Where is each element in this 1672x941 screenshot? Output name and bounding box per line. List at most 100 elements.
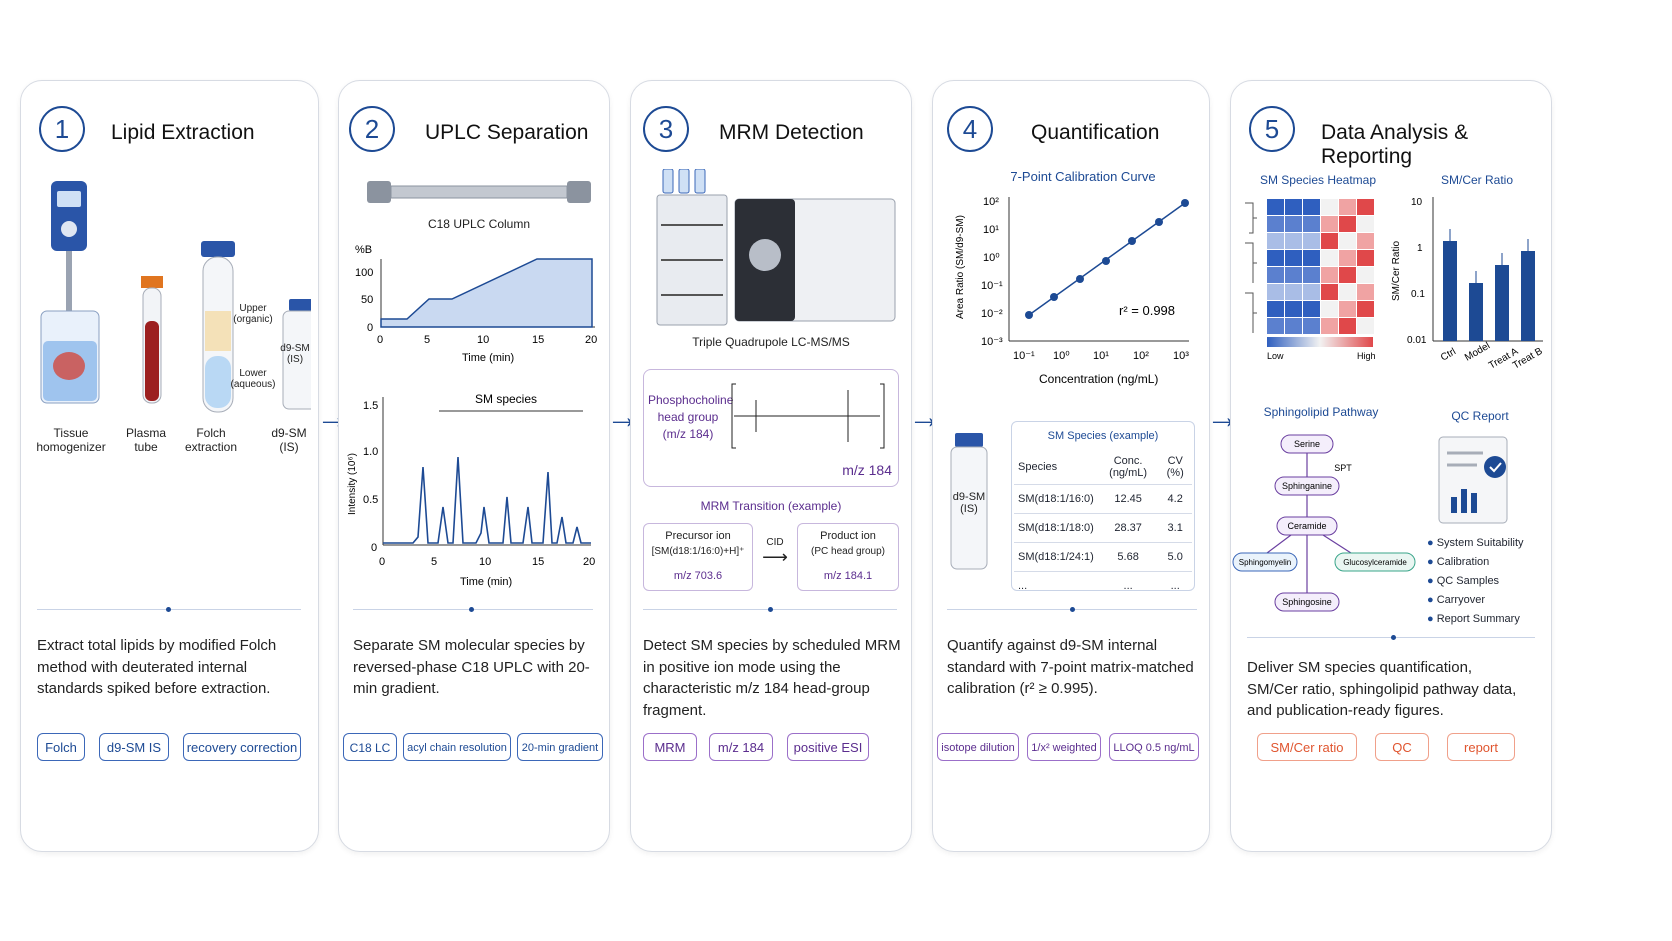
table-row: SM(d18:1/18:0) 28.37 3.1 — [1014, 513, 1192, 543]
step-number: 4 — [947, 106, 993, 152]
qc-item: ● Report Summary — [1427, 613, 1547, 632]
step5-panel: 5 Data Analysis & Reporting SM Species H… — [1230, 80, 1552, 852]
heatmap-cell — [1339, 284, 1356, 300]
tag-mrm: MRM — [643, 733, 697, 761]
product-box: Product ion (PC head group) m/z 184.1 — [797, 523, 899, 591]
heatmap-cell — [1267, 267, 1284, 283]
qc-item-label: Calibration — [1436, 556, 1490, 568]
step-number: 2 — [349, 106, 395, 152]
ratio-ylabel: SM/Cer Ratio — [1391, 241, 1402, 301]
heatmap-cell — [1267, 250, 1284, 266]
heatmap-cell — [1357, 318, 1374, 334]
divider-dot — [166, 607, 171, 612]
tag-recovery: recovery correction — [183, 733, 301, 761]
calibration-point — [1155, 218, 1163, 226]
chrom-xlabel: Time (min) — [460, 576, 512, 588]
qc-item: ● System Suitability — [1427, 537, 1547, 556]
extraction-illustration — [40, 181, 311, 413]
ratio-group-label: Model — [1463, 340, 1492, 363]
heatmap-cell — [1267, 216, 1284, 232]
is-label: d9-SM (IS) — [271, 426, 307, 454]
gradient-xtick: 10 — [477, 334, 489, 346]
chrom-xtick: 5 — [431, 556, 437, 568]
curve-ytick: 10⁻¹ — [981, 280, 1003, 292]
table-cell: SM(d18:1/24:1) — [1014, 542, 1098, 572]
table-row: SM(d18:1/16:0) 12.45 4.2 — [1014, 484, 1192, 514]
calibration-point — [1025, 311, 1033, 319]
table-cell: 4.2 — [1158, 484, 1192, 514]
head-group-label: Phosphocholine head group (m/z 184) — [648, 393, 734, 441]
pathway-label-ceramide: Ceramide — [1287, 521, 1326, 531]
calibration-curve-chart: Area Ratio (SM/d9-SM) 10² 10¹ 10⁰ 10⁻¹ 1… — [955, 196, 1189, 386]
curve-title: 7-Point Calibration Curve — [1010, 169, 1156, 184]
pathway-node-sphingomyelin — [1232, 552, 1298, 572]
product-mz: m/z 184.1 — [823, 570, 873, 582]
qc-item: ● Calibration — [1427, 556, 1547, 575]
heatmap-cell — [1285, 199, 1302, 215]
product-formula: (PC head group) — [811, 546, 885, 557]
heatmap-cell — [1339, 199, 1356, 215]
heatmap-cell — [1321, 216, 1338, 232]
table-cell: ... — [1123, 580, 1133, 592]
heatmap-cell — [1339, 301, 1356, 317]
chrom-ytick: 1.0 — [363, 446, 378, 458]
heatmap-cell — [1339, 216, 1356, 232]
heat-low-label: Low — [1267, 351, 1284, 361]
cid-arrow-icon: ⟶ — [762, 547, 788, 567]
heatmap-cell — [1303, 318, 1320, 334]
tag-weighted: 1/x² weighted — [1027, 733, 1101, 761]
heatmap-cell — [1303, 284, 1320, 300]
check-icon: ● — [1427, 613, 1437, 625]
ratio-bar — [1521, 251, 1535, 341]
qc-item-label: Report Summary — [1436, 613, 1520, 625]
step-description: Detect SM species by scheduled MRM in po… — [643, 637, 901, 719]
pathway-label-spt: SPT — [1334, 463, 1352, 473]
step-description: Extract total lipids by modified Folch m… — [37, 637, 277, 697]
ratio-ytick: 10 — [1411, 197, 1423, 208]
curve-ytick: 10⁻² — [981, 308, 1003, 320]
pathway-diagram: Serine SPT Sphinganine Ceramide Sphingom… — [1232, 434, 1416, 612]
step-description: Deliver SM species quantification, SM/Ce… — [1247, 659, 1517, 719]
heatmap-cell — [1321, 250, 1338, 266]
step1-panel: 1 Lipid Extraction Upper (organic) Lower… — [20, 80, 319, 852]
chrom-ytick: 0.5 — [363, 494, 378, 506]
qc-report-icon — [1438, 436, 1508, 524]
precursor-mz: m/z 703.6 — [673, 570, 723, 582]
pathway-label-glucosylceramide: Glucosylceramide — [1343, 558, 1407, 567]
precursor-name: Precursor ion — [665, 530, 731, 542]
ratio-title: SM/Cer Ratio — [1440, 173, 1514, 187]
pathway-label-serine: Serine — [1294, 439, 1320, 449]
heatmap-cell — [1267, 284, 1284, 300]
qc-item-label: System Suitability — [1436, 537, 1524, 549]
heatmap-cell — [1339, 267, 1356, 283]
head-group-box: Phosphocholine head group (m/z 184) m/z … — [643, 369, 899, 487]
transition-title: MRM Transition (example) — [700, 499, 842, 513]
gradient-ylabel: %B — [355, 244, 372, 256]
step-description: Quantify against d9-SM internal standard… — [947, 637, 1194, 697]
step-number: 3 — [643, 106, 689, 152]
heatmap-cell — [1339, 318, 1356, 334]
qc-checklist: ● System Suitability ● Calibration ● QC … — [1427, 537, 1547, 632]
mz-label: m/z 184 — [842, 462, 892, 478]
pathway-node-serine — [1280, 434, 1334, 454]
chrom-title: SM species — [475, 392, 537, 406]
phosphocholine-structure — [731, 383, 885, 449]
curve-xtick: 10⁰ — [1053, 350, 1070, 362]
tag-report: report — [1447, 733, 1515, 761]
tag-lloq: LLOQ 0.5 ng/mL — [1109, 733, 1199, 761]
chrom-xtick: 0 — [379, 556, 385, 568]
heatmap-cell — [1285, 216, 1302, 232]
check-icon: ● — [1427, 575, 1437, 587]
pathway-node-ceramide — [1276, 516, 1338, 536]
table-header: Species — [1014, 450, 1098, 485]
tag-mz184: m/z 184 — [709, 733, 773, 761]
heatmap-cell — [1285, 318, 1302, 334]
table-cell: SM(d18:1/18:0) — [1014, 513, 1098, 543]
heatmap-chart: Low High — [1245, 199, 1376, 361]
qc-item: ● QC Samples — [1427, 575, 1547, 594]
check-icon: ● — [1427, 537, 1437, 549]
chrom-xtick: 10 — [479, 556, 491, 568]
chrom-ylabel: Intensity (10⁶) — [347, 453, 358, 515]
ratio-bar — [1469, 283, 1483, 341]
step-title: Quantification — [1031, 121, 1160, 144]
